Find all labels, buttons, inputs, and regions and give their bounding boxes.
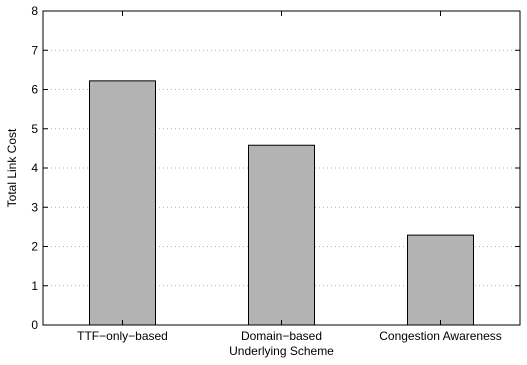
bar <box>89 80 156 326</box>
y-tick-label: 8 <box>31 4 38 18</box>
y-axis-ticks: 0 1 2 3 4 5 6 7 8 <box>31 4 520 332</box>
x-axis-ticks: TTF−only−based Domain−based Congestion Awa… <box>77 11 502 343</box>
y-tick-label: 1 <box>31 279 38 293</box>
x-tick-label: Domain−based <box>241 329 322 343</box>
y-tick-label: 4 <box>31 161 38 175</box>
y-tick-label: 5 <box>31 122 38 136</box>
y-tick-label: 2 <box>31 240 38 254</box>
y-tick-label: 7 <box>31 43 38 57</box>
y-tick-label: 6 <box>31 83 38 97</box>
bar <box>407 234 474 326</box>
y-tick-label: 0 <box>31 318 38 332</box>
bar <box>248 144 315 326</box>
x-tick-label: TTF−only−based <box>77 329 168 343</box>
x-tick-label: Congestion Awareness <box>379 329 502 343</box>
bars <box>89 80 474 326</box>
y-axis-label: Total Link Cost <box>5 128 19 207</box>
x-axis-label: Underlying Scheme <box>229 344 334 358</box>
y-tick-label: 3 <box>31 200 38 214</box>
